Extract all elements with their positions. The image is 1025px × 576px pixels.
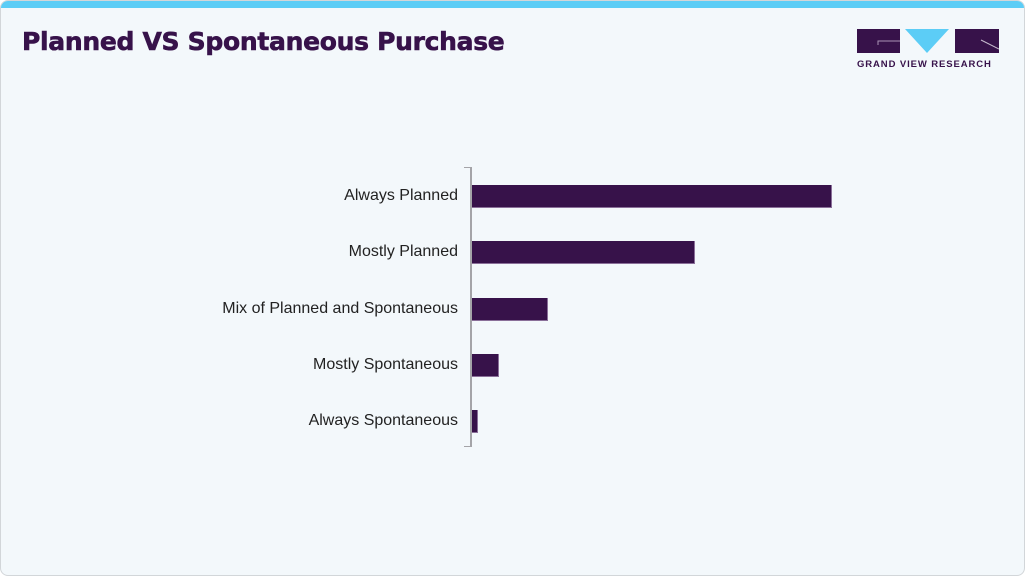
category-label: Mostly Spontaneous — [313, 356, 458, 373]
bar-mostly-spontaneous — [472, 354, 499, 377]
bar-always-planned — [472, 185, 832, 208]
category-label: Always Spontaneous — [308, 412, 458, 429]
bar-mix-planned-spontaneous — [472, 298, 548, 321]
accent-bar — [1, 1, 1024, 8]
bar-row: Always Planned — [0, 185, 1025, 209]
bar-row: Mostly Spontaneous — [0, 354, 1025, 378]
logo-wordmark: GRAND VIEW RESEARCH — [857, 59, 992, 70]
bar-always-spontaneous — [472, 410, 479, 433]
bar-mostly-planned — [472, 241, 696, 264]
category-label: Mostly Planned — [348, 243, 458, 260]
bar-row: Mix of Planned and Spontaneous — [0, 298, 1025, 322]
bar-row: Always Spontaneous — [0, 410, 1025, 434]
bar-row: Mostly Planned — [0, 241, 1025, 265]
grand-view-research-logo: GRAND VIEW RESEARCH — [857, 29, 999, 73]
axis-tick-top — [464, 167, 471, 168]
chart-title: Planned VS Spontaneous Purchase — [22, 27, 505, 57]
y-axis-line — [470, 167, 472, 447]
category-label: Mix of Planned and Spontaneous — [222, 300, 458, 317]
axis-tick-bottom — [464, 446, 471, 447]
category-label: Always Planned — [344, 187, 458, 204]
gvr-logo-icon — [857, 29, 999, 53]
